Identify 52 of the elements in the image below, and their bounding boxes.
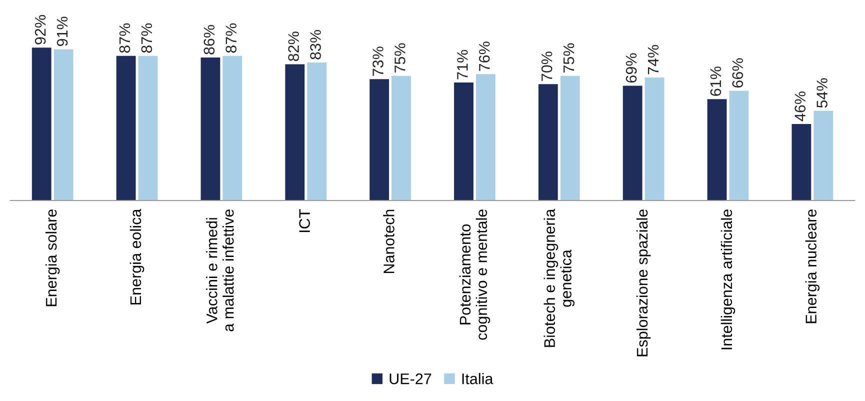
bar (792, 124, 812, 200)
x-tick-label: Energia nucleare (805, 210, 820, 324)
legend-label: UE-27 (390, 373, 432, 384)
data-label: 92% (34, 15, 46, 44)
data-label: 75% (563, 43, 574, 73)
bar (370, 79, 390, 200)
x-tick-label: Intelligenza artificiale (720, 210, 736, 350)
legend-label: Italia (462, 373, 494, 384)
bar (200, 58, 220, 200)
x-tick-label: Potenziamento cognitivo e mentale (459, 210, 490, 340)
bar (307, 62, 327, 200)
data-label: 86% (204, 25, 215, 54)
bar (138, 56, 158, 200)
x-tick-label: Biotech e ingegneria genetica (544, 208, 574, 347)
data-label: 69% (626, 53, 637, 83)
data-label: 75% (394, 43, 406, 73)
bar (622, 86, 642, 200)
data-label: 54% (816, 78, 828, 108)
x-tick-label: Energia eolica (130, 208, 144, 304)
data-label: 82% (288, 32, 299, 62)
bar (476, 74, 496, 200)
x-tick-label: Nanotech (383, 210, 394, 273)
data-label: 66% (732, 58, 744, 88)
bar (707, 99, 727, 200)
data-label: 91% (56, 16, 68, 46)
data-label: 61% (710, 66, 722, 96)
data-label: 87% (119, 23, 130, 53)
x-tick-label: ICT (299, 209, 310, 232)
bar (560, 76, 580, 200)
data-label: 76% (478, 42, 490, 71)
bar (454, 82, 474, 200)
data-label: 83% (310, 30, 321, 60)
x-tick-label: Energia solare (45, 210, 60, 306)
data-label: 87% (226, 23, 237, 53)
data-label: 71% (457, 50, 468, 80)
bar (285, 64, 305, 200)
data-label: 73% (372, 46, 384, 76)
bar (116, 56, 136, 200)
data-label: 70% (541, 52, 552, 81)
bar (538, 84, 558, 200)
bar (392, 76, 411, 200)
bar (729, 90, 749, 200)
bar (644, 77, 664, 200)
x-tick-label: Vaccini e rimedi a malattie infettive (206, 210, 234, 332)
x-tick-label: Esplorazione spaziale (636, 210, 651, 356)
data-label: 46% (794, 92, 806, 122)
bar (814, 110, 834, 200)
data-label: 87% (141, 23, 152, 53)
bar (54, 49, 74, 200)
data-label: 74% (648, 44, 659, 74)
bar (32, 48, 52, 200)
bar (222, 56, 242, 200)
